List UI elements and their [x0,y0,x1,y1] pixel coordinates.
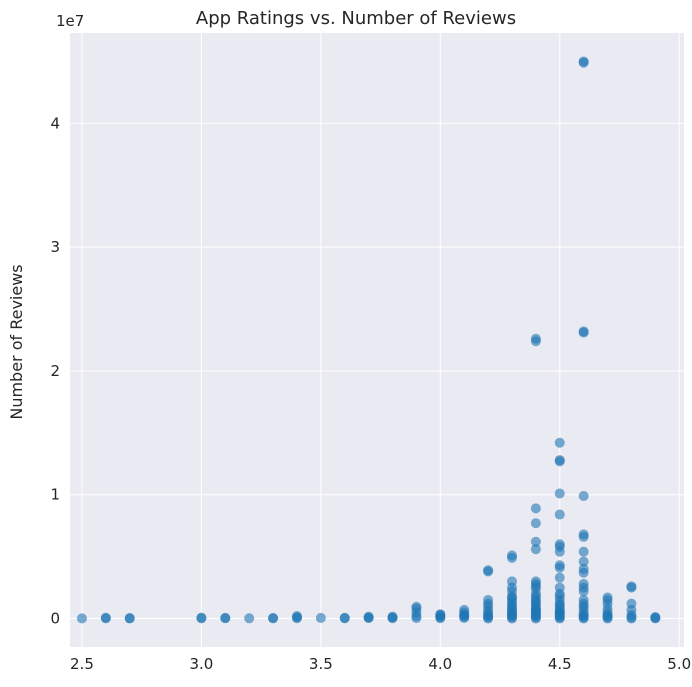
x-axis-ticks: 2.5 3.0 3.5 4.0 4.5 5.0 [70,655,691,673]
data-point [554,437,565,448]
data-point [124,613,135,624]
data-point [268,613,279,624]
data-point [530,333,541,344]
data-point [554,509,565,520]
data-point [602,611,613,622]
data-point [554,582,565,593]
y-tick-label: 4 [50,114,60,132]
data-point [578,564,589,575]
data-point [506,608,517,619]
data-point [578,578,589,589]
x-tick-label: 4.0 [428,655,452,673]
data-point [530,518,541,529]
data-point [435,609,446,620]
data-point [554,560,565,571]
data-point [554,539,565,550]
data-point [602,592,613,603]
x-tick-label: 3.5 [309,655,333,673]
plot-area-background [70,33,684,647]
data-point [554,455,565,466]
data-point [554,608,565,619]
grid-lines [70,33,684,647]
data-point [363,612,374,623]
data-point [530,591,541,602]
data-point [530,544,541,555]
data-point [554,572,565,583]
data-point [244,613,255,624]
data-point [530,603,541,614]
data-point [578,529,589,540]
data-point [506,592,517,603]
data-point [459,610,470,621]
data-point [578,601,589,612]
data-point [100,612,111,623]
chart-title: App Ratings vs. Number of Reviews [196,8,516,29]
data-points [76,56,661,624]
x-tick-label: 3.0 [189,655,213,673]
x-tick-label: 2.5 [70,655,94,673]
data-point [578,326,589,337]
data-point [291,611,302,622]
data-point [578,490,589,501]
data-point [506,576,517,587]
data-point [411,601,422,612]
data-point [626,581,637,592]
data-point [483,565,494,576]
x-tick-label: 4.5 [548,655,572,673]
data-point [554,591,565,602]
data-point [578,546,589,557]
data-point [578,56,589,67]
data-point [506,550,517,561]
data-point [483,594,494,605]
data-point [220,612,231,623]
data-point [339,612,350,623]
data-point [196,612,207,623]
data-point [554,599,565,610]
data-point [76,613,87,624]
y-tick-label: 1 [50,486,60,504]
data-point [626,598,637,609]
data-point [387,611,398,622]
data-point [650,612,661,623]
y-axis-label: Number of Reviews [7,264,26,419]
data-point [578,556,589,567]
y-tick-label: 3 [50,238,60,256]
y-axis-offset-label: 1e7 [56,12,84,30]
data-point [530,581,541,592]
y-tick-label: 2 [50,362,60,380]
data-point [530,503,541,514]
x-tick-label: 5.0 [667,655,691,673]
data-point [315,612,326,623]
data-point [530,536,541,547]
y-axis-ticks: 0 1 2 3 4 [50,114,60,627]
y-tick-label: 0 [50,610,60,628]
data-point [554,488,565,499]
